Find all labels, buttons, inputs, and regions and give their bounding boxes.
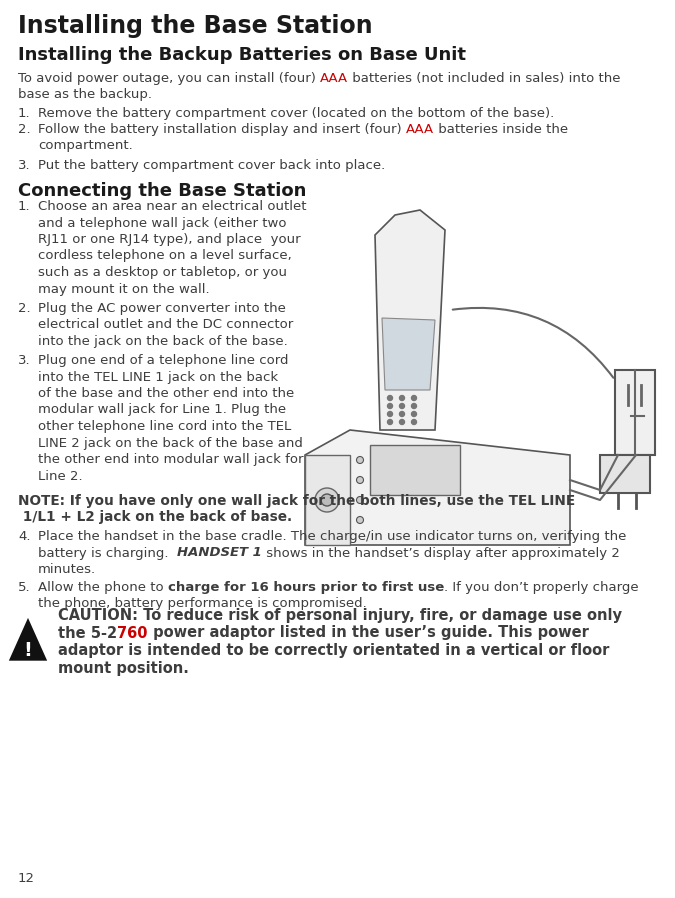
Text: RJ11 or one RJ14 type), and place  your: RJ11 or one RJ14 type), and place your xyxy=(38,233,300,246)
Text: !: ! xyxy=(24,641,32,661)
Text: Choose an area near an electrical outlet: Choose an area near an electrical outlet xyxy=(38,200,306,213)
Text: mount position.: mount position. xyxy=(58,661,189,675)
Text: battery is charging.: battery is charging. xyxy=(38,547,177,559)
Text: HANDSET 1: HANDSET 1 xyxy=(177,547,262,559)
Text: 760: 760 xyxy=(117,626,148,640)
Text: the phone, battery performance is compromised.: the phone, battery performance is compro… xyxy=(38,597,367,611)
Text: Put the battery compartment cover back into place.: Put the battery compartment cover back i… xyxy=(38,159,385,172)
Text: Remove the battery compartment cover (located on the bottom of the base).: Remove the battery compartment cover (lo… xyxy=(38,107,554,120)
Circle shape xyxy=(400,403,404,409)
Text: into the TEL LINE 1 jack on the back: into the TEL LINE 1 jack on the back xyxy=(38,371,278,383)
Text: CAUTION: To reduce risk of personal injury, fire, or damage use only: CAUTION: To reduce risk of personal inju… xyxy=(58,608,622,623)
Text: Installing the Base Station: Installing the Base Station xyxy=(18,14,373,38)
Polygon shape xyxy=(11,621,45,659)
Circle shape xyxy=(356,477,364,483)
Circle shape xyxy=(400,411,404,417)
Text: the 5-2: the 5-2 xyxy=(58,626,117,640)
Text: modular wall jack for Line 1. Plug the: modular wall jack for Line 1. Plug the xyxy=(38,403,286,417)
Circle shape xyxy=(387,419,392,425)
Circle shape xyxy=(387,403,392,409)
Circle shape xyxy=(412,419,416,425)
Text: . If you don’t properly charge: . If you don’t properly charge xyxy=(444,581,639,594)
Text: Line 2.: Line 2. xyxy=(38,470,82,482)
Text: adaptor is intended to be correctly orientated in a vertical or floor: adaptor is intended to be correctly orie… xyxy=(58,643,610,658)
Polygon shape xyxy=(382,318,435,390)
Text: 3.: 3. xyxy=(18,354,30,367)
Text: AAA: AAA xyxy=(320,72,348,85)
Circle shape xyxy=(387,411,392,417)
Text: To avoid power outage, you can install (four): To avoid power outage, you can install (… xyxy=(18,72,320,85)
Text: NOTE: If you have only one wall jack for the both lines, use the TEL LINE: NOTE: If you have only one wall jack for… xyxy=(18,494,575,508)
Polygon shape xyxy=(305,430,570,545)
Text: 1.: 1. xyxy=(18,107,30,120)
Text: 2.: 2. xyxy=(18,302,30,315)
Text: 12: 12 xyxy=(18,872,35,885)
Text: may mount it on the wall.: may mount it on the wall. xyxy=(38,283,210,295)
Bar xyxy=(370,445,460,495)
Text: batteries (not included in sales) into the: batteries (not included in sales) into t… xyxy=(348,72,621,85)
Text: shows in the handset’s display after approximately 2: shows in the handset’s display after app… xyxy=(262,547,620,559)
Text: 3.: 3. xyxy=(18,159,30,172)
Text: base as the backup.: base as the backup. xyxy=(18,88,152,101)
Text: 2.: 2. xyxy=(18,123,30,136)
Text: 4.: 4. xyxy=(18,530,30,543)
Circle shape xyxy=(387,395,392,401)
Text: 1.: 1. xyxy=(18,200,30,213)
Circle shape xyxy=(356,456,364,463)
Text: compartment.: compartment. xyxy=(38,139,133,152)
Text: into the jack on the back of the base.: into the jack on the back of the base. xyxy=(38,335,288,348)
Text: such as a desktop or tabletop, or you: such as a desktop or tabletop, or you xyxy=(38,266,287,279)
Text: other telephone line cord into the TEL: other telephone line cord into the TEL xyxy=(38,420,291,433)
Polygon shape xyxy=(615,370,655,455)
Text: the other end into modular wall jack for: the other end into modular wall jack for xyxy=(38,453,304,466)
Circle shape xyxy=(412,395,416,401)
Text: Allow the phone to: Allow the phone to xyxy=(38,581,168,594)
Text: Follow the battery installation display and insert (four): Follow the battery installation display … xyxy=(38,123,406,136)
Text: and a telephone wall jack (either two: and a telephone wall jack (either two xyxy=(38,216,286,230)
Text: Place the handset in the base cradle. The charge/in use indicator turns on, veri: Place the handset in the base cradle. Th… xyxy=(38,530,626,543)
Text: 1/L1 + L2 jack on the back of base.: 1/L1 + L2 jack on the back of base. xyxy=(18,510,292,524)
Circle shape xyxy=(315,488,339,512)
Circle shape xyxy=(321,494,333,506)
Circle shape xyxy=(400,395,404,401)
Text: charge for 16 hours prior to first use: charge for 16 hours prior to first use xyxy=(168,581,444,594)
Circle shape xyxy=(412,403,416,409)
Polygon shape xyxy=(375,210,445,430)
Text: Connecting the Base Station: Connecting the Base Station xyxy=(18,182,306,200)
Text: Plug one end of a telephone line cord: Plug one end of a telephone line cord xyxy=(38,354,288,367)
Text: electrical outlet and the DC connector: electrical outlet and the DC connector xyxy=(38,319,293,331)
Text: 5.: 5. xyxy=(18,581,30,594)
Bar xyxy=(600,455,650,493)
Circle shape xyxy=(356,516,364,524)
Text: Installing the Backup Batteries on Base Unit: Installing the Backup Batteries on Base … xyxy=(18,46,466,64)
Text: LINE 2 jack on the back of the base and: LINE 2 jack on the back of the base and xyxy=(38,436,303,450)
Text: batteries inside the: batteries inside the xyxy=(434,123,568,136)
Text: AAA: AAA xyxy=(406,123,434,136)
Circle shape xyxy=(400,419,404,425)
Text: power adaptor listed in the user’s guide. This power: power adaptor listed in the user’s guide… xyxy=(148,626,589,640)
Text: Plug the AC power converter into the: Plug the AC power converter into the xyxy=(38,302,286,315)
Circle shape xyxy=(412,411,416,417)
Text: of the base and the other end into the: of the base and the other end into the xyxy=(38,387,294,400)
Text: cordless telephone on a level surface,: cordless telephone on a level surface, xyxy=(38,250,292,262)
Polygon shape xyxy=(305,455,350,545)
Circle shape xyxy=(356,497,364,504)
Text: minutes.: minutes. xyxy=(38,563,96,576)
